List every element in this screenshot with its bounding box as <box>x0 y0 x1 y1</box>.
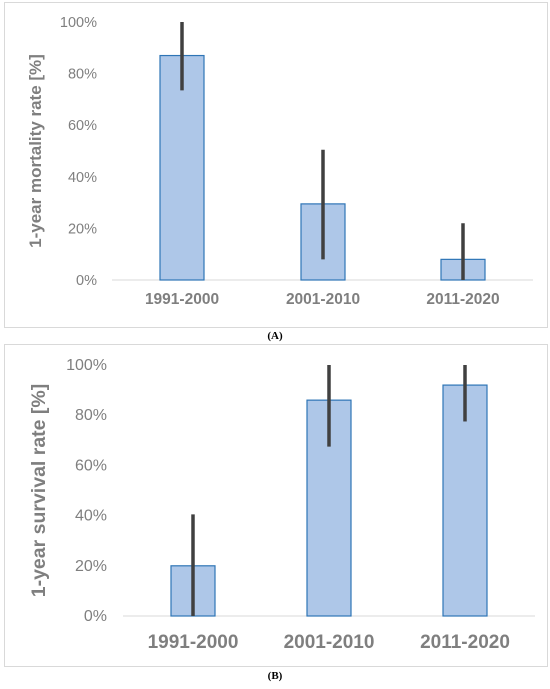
y-tick-label: 100% <box>66 357 107 374</box>
bar <box>159 54 205 281</box>
bar <box>442 384 488 617</box>
chart-panel-a: 0% 20% 40% 60% 80% 100% 1-year mortality rate … <box>4 2 548 328</box>
chart-b-svg: 0% 20% 40% 60% 80% 100% 1-year survival rate [… <box>28 357 535 653</box>
y-tick-label: 0% <box>76 273 97 289</box>
category-label: 2001-2010 <box>284 632 375 653</box>
category-label: 2011-2020 <box>420 632 510 653</box>
y-tick-label: 0% <box>84 608 107 625</box>
y-tick-label: 20% <box>75 558 107 575</box>
y-axis-label: 1-year mortality rate [%] <box>26 54 45 248</box>
y-tick-label: 100% <box>60 15 97 31</box>
y-tick-label: 80% <box>75 407 107 424</box>
y-tick-label: 80% <box>68 67 97 83</box>
y-tick-label: 40% <box>75 508 107 525</box>
y-tick-label: 20% <box>68 221 97 237</box>
chart-panel-b: 0% 20% 40% 60% 80% 100% 1-year survival rate [… <box>4 344 548 667</box>
category-label: 1991-2000 <box>148 632 239 653</box>
y-tick-label: 60% <box>68 118 97 134</box>
y-tick-label: 40% <box>68 170 97 186</box>
caption-b: (B) <box>267 670 283 682</box>
caption-a: (A) <box>267 330 283 342</box>
chart-a-svg: 0% 20% 40% 60% 80% 100% 1-year mortality rate … <box>26 15 533 308</box>
category-label: 2001-2010 <box>286 291 360 308</box>
category-label: 1991-2000 <box>145 291 219 308</box>
y-tick-label: 60% <box>75 457 107 474</box>
category-label: 2011-2020 <box>426 291 499 308</box>
y-axis-label: 1-year survival rate [%] <box>28 384 50 598</box>
